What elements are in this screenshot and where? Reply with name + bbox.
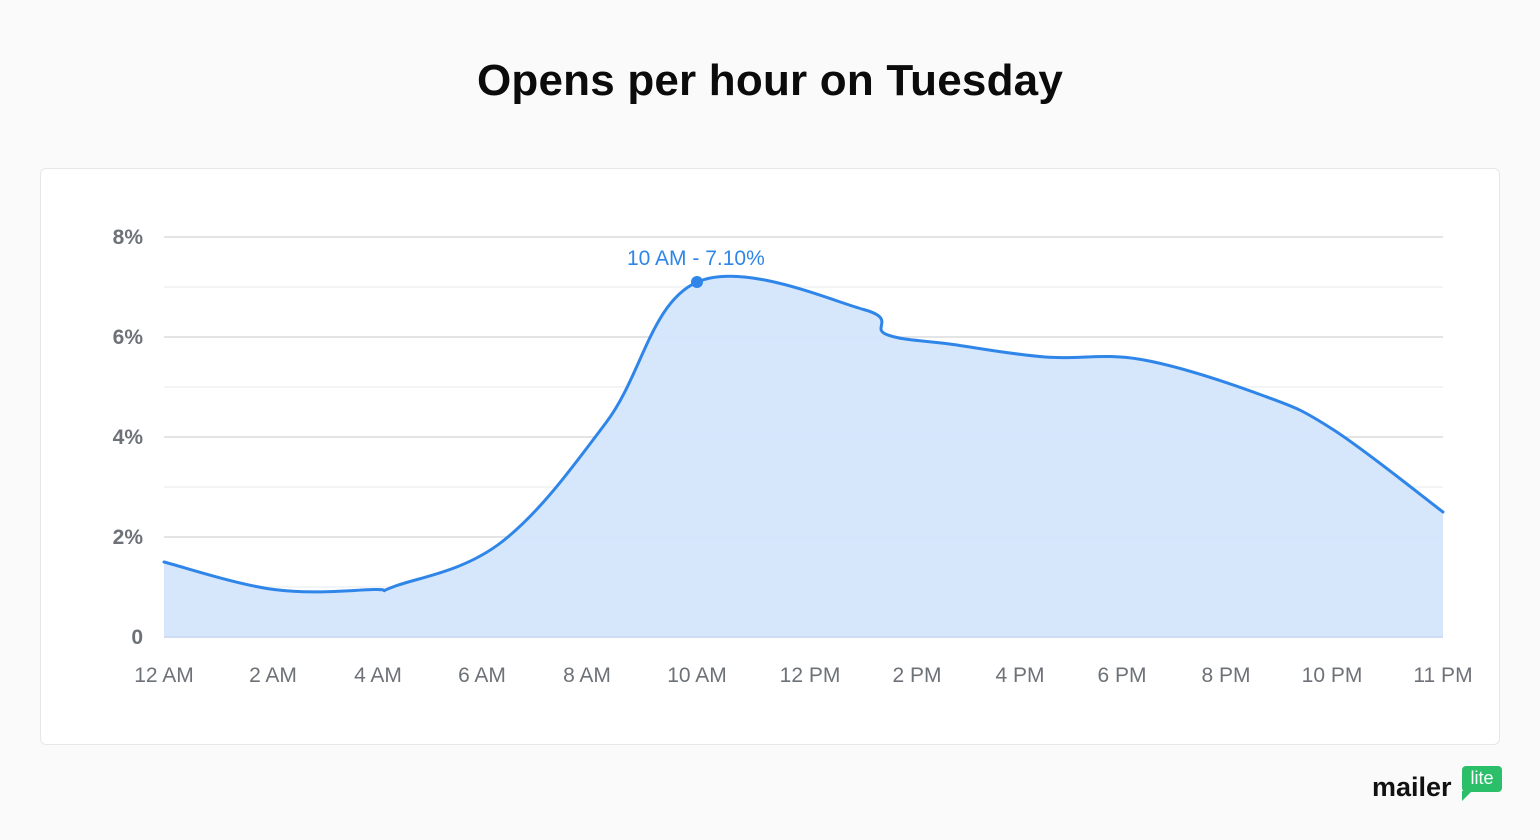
y-tick-label: 4% (113, 426, 144, 449)
peak-point (691, 276, 703, 288)
y-axis-ticks: 0 2% 4% 6% 8% (113, 226, 144, 649)
x-tick-label: 10 PM (1302, 664, 1363, 687)
y-tick-label: 6% (113, 326, 144, 349)
x-tick-label: 12 PM (780, 664, 841, 687)
area-fill (164, 276, 1443, 637)
area-series (162, 274, 1445, 638)
y-tick-label: 8% (113, 226, 144, 249)
chart-title: Opens per hour on Tuesday (476, 56, 1064, 105)
mailerlite-logo: mailer lite (1372, 764, 1512, 814)
x-tick-label: 4 PM (995, 664, 1044, 687)
logo-word: mailer (1372, 772, 1452, 802)
x-tick-label: 11 PM (1413, 664, 1472, 687)
x-tick-label: 8 AM (563, 664, 611, 687)
x-tick-label: 2 PM (892, 664, 941, 687)
x-tick-label: 4 AM (354, 664, 402, 687)
peak-annotation: 10 AM - 7.10% (627, 247, 765, 270)
x-tick-label: 6 AM (458, 664, 506, 687)
logo-badge: lite (1462, 766, 1502, 801)
y-tick-label: 0 (131, 626, 143, 649)
x-tick-label: 2 AM (249, 664, 297, 687)
x-axis-ticks: 12 AM 2 AM 4 AM 6 AM 8 AM 10 AM 12 PM 2 PM 4 PM 6… (134, 664, 1472, 687)
y-tick-label: 2% (113, 526, 144, 549)
peak-annotation-group: 10 AM - 7.10% (627, 247, 765, 288)
x-tick-label: 6 PM (1097, 664, 1146, 687)
x-tick-label: 12 AM (134, 664, 194, 687)
x-tick-label: 10 AM (667, 664, 727, 687)
x-tick-label: 8 PM (1201, 664, 1250, 687)
series-line (162, 274, 1445, 594)
